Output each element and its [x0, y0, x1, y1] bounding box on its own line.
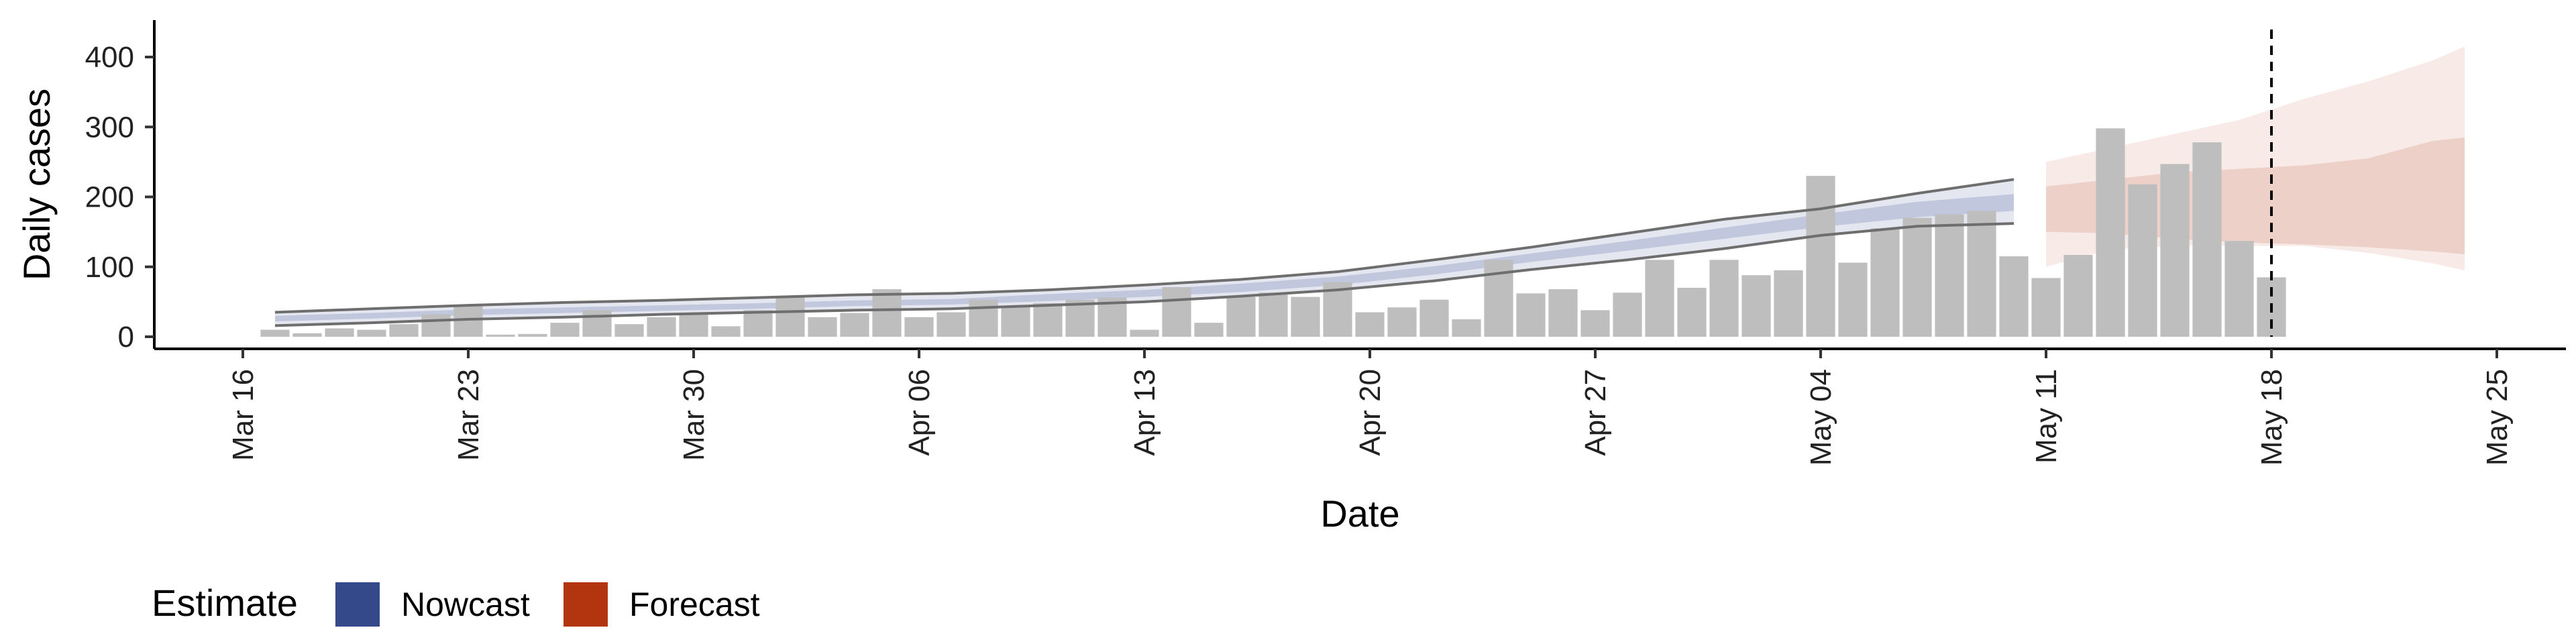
bar — [904, 317, 934, 337]
y-tick-label: 0 — [118, 321, 134, 354]
bar — [1677, 288, 1707, 337]
bar — [1065, 299, 1095, 337]
bar — [1967, 211, 1996, 337]
bar — [260, 329, 290, 337]
bar — [1999, 256, 2029, 337]
bar — [647, 317, 676, 337]
bar — [1258, 292, 1288, 337]
bar — [1516, 293, 1546, 337]
bar — [357, 329, 386, 337]
bar — [1162, 286, 1191, 337]
bar — [1870, 228, 1900, 337]
x-axis-title: Date — [1320, 492, 1399, 535]
bar — [1935, 214, 1964, 337]
bar — [1291, 297, 1320, 337]
x-tick-label: Apr 06 — [903, 369, 936, 456]
bar — [808, 317, 837, 337]
estimate-interval-lines — [274, 178, 2015, 327]
bar — [1774, 270, 1803, 337]
x-tick-label: May 11 — [2030, 369, 2063, 464]
bar — [2096, 128, 2125, 337]
x-tick-label: May 25 — [2481, 369, 2514, 466]
bar — [2160, 164, 2190, 337]
legend-swatch-forecast — [564, 582, 608, 627]
bar — [1709, 260, 1739, 337]
x-tick-label: Mar 16 — [227, 369, 260, 461]
bar — [1033, 303, 1063, 337]
bar — [453, 305, 483, 337]
y-tick-label: 200 — [85, 181, 134, 214]
bar — [550, 323, 580, 337]
bar — [936, 312, 966, 337]
legend-swatch-nowcast — [335, 582, 380, 627]
y-tick-label: 300 — [85, 111, 134, 144]
bar — [969, 299, 998, 337]
x-tick-label: Mar 30 — [678, 369, 710, 461]
bar — [389, 324, 419, 337]
bar — [1902, 217, 1932, 337]
nowcast-inner-band — [275, 194, 2014, 322]
bar — [582, 310, 612, 337]
bar — [1001, 307, 1030, 337]
bar — [1838, 262, 1868, 337]
bar — [614, 324, 644, 337]
bar — [2128, 184, 2157, 337]
bar — [1194, 323, 1224, 337]
bar — [1613, 292, 1642, 337]
legend-title: Estimate — [152, 582, 298, 624]
y-axis-title: Daily cases — [15, 89, 58, 280]
bar — [1452, 319, 1481, 337]
y-tick-label: 100 — [85, 251, 134, 284]
bar — [1741, 275, 1771, 337]
bar — [872, 289, 902, 337]
bar — [2063, 255, 2093, 337]
bar — [325, 328, 354, 337]
x-tick-label: Apr 27 — [1579, 369, 1612, 456]
bar — [1387, 307, 1417, 337]
bar — [2224, 241, 2254, 337]
nowcast-upper-line — [274, 178, 2015, 314]
bar — [486, 334, 515, 337]
x-tick-label: Mar 23 — [452, 369, 485, 461]
bar — [1226, 297, 1256, 337]
legend-label-nowcast: Nowcast — [401, 586, 530, 623]
daily-case-bars — [260, 128, 2286, 337]
bar — [2031, 278, 2061, 337]
bar — [711, 326, 741, 337]
bar — [2192, 142, 2222, 337]
legend-label-forecast: Forecast — [629, 586, 760, 623]
bar — [1355, 312, 1385, 337]
bar — [1645, 260, 1674, 337]
x-tick-label: Apr 13 — [1128, 369, 1161, 456]
bar — [679, 314, 708, 337]
x-tick-label: May 18 — [2255, 369, 2288, 466]
bar — [1548, 289, 1578, 337]
bar — [1419, 299, 1449, 337]
bar — [1130, 329, 1159, 337]
x-tick-label: May 04 — [1805, 369, 1837, 466]
nowcast-outer-band — [275, 179, 2014, 326]
bar — [518, 333, 547, 337]
bar — [775, 297, 805, 337]
axes: 0 100 200 300 400 Mar 16 Mar 23 Mar 30 Apr 06 Apr… — [15, 20, 2566, 535]
bar — [743, 310, 773, 337]
bar — [292, 333, 322, 337]
bar — [1580, 310, 1610, 337]
x-tick-label: Apr 20 — [1354, 369, 1387, 456]
nowcast-lower-line — [274, 222, 2015, 327]
bar — [1806, 176, 1835, 337]
y-tick-label: 400 — [85, 41, 134, 74]
bar — [421, 314, 451, 337]
bar — [840, 313, 869, 337]
legend: Estimate Nowcast Forecast — [152, 582, 760, 627]
